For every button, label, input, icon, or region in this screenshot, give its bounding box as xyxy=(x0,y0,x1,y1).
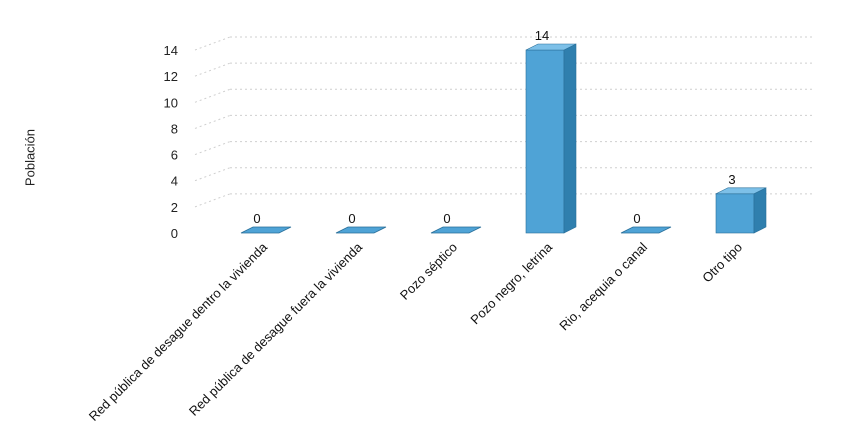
category-label: Pozo negro, letrina xyxy=(467,239,555,327)
data-label: 0 xyxy=(443,211,450,226)
y-tick-label: 4 xyxy=(171,174,178,189)
bar-front xyxy=(715,193,755,234)
bar-top xyxy=(715,187,767,195)
bar-side xyxy=(753,187,767,234)
data-label: 0 xyxy=(253,211,260,226)
y-tick-label: 2 xyxy=(171,200,178,215)
gridline-diagonal xyxy=(194,88,231,103)
category-label: Red pública de desague dentro la viviend… xyxy=(86,239,271,424)
gridline-diagonal xyxy=(194,114,231,129)
gridline-diagonal xyxy=(194,62,231,77)
category-label: Rio, acequia o canal xyxy=(556,239,650,333)
bar-side xyxy=(563,43,577,234)
y-tick-label: 6 xyxy=(171,148,178,163)
bar-top xyxy=(525,43,577,51)
y-tick-label: 10 xyxy=(164,95,178,110)
bar-flat xyxy=(620,226,672,234)
y-tick-label: 12 xyxy=(164,69,178,84)
data-label: 0 xyxy=(633,211,640,226)
category-label: Otro tipo xyxy=(699,240,745,286)
gridline-diagonal xyxy=(194,167,231,182)
data-label: 3 xyxy=(728,172,735,187)
data-label: 14 xyxy=(535,28,549,43)
y-tick-label: 0 xyxy=(171,226,178,241)
bar-flat xyxy=(240,226,292,234)
bar-flat xyxy=(335,226,387,234)
bar-front xyxy=(525,49,565,234)
category-label: Pozo séptico xyxy=(397,240,460,303)
gridline-diagonal xyxy=(194,141,231,156)
gridline-diagonal xyxy=(194,193,231,208)
gridline-diagonal xyxy=(194,36,231,51)
category-label: Red pública de desague fuera la vivienda xyxy=(186,239,366,419)
data-label: 0 xyxy=(348,211,355,226)
y-tick-label: 8 xyxy=(171,121,178,136)
bar-flat xyxy=(430,226,482,234)
y-tick-label: 14 xyxy=(164,43,178,58)
